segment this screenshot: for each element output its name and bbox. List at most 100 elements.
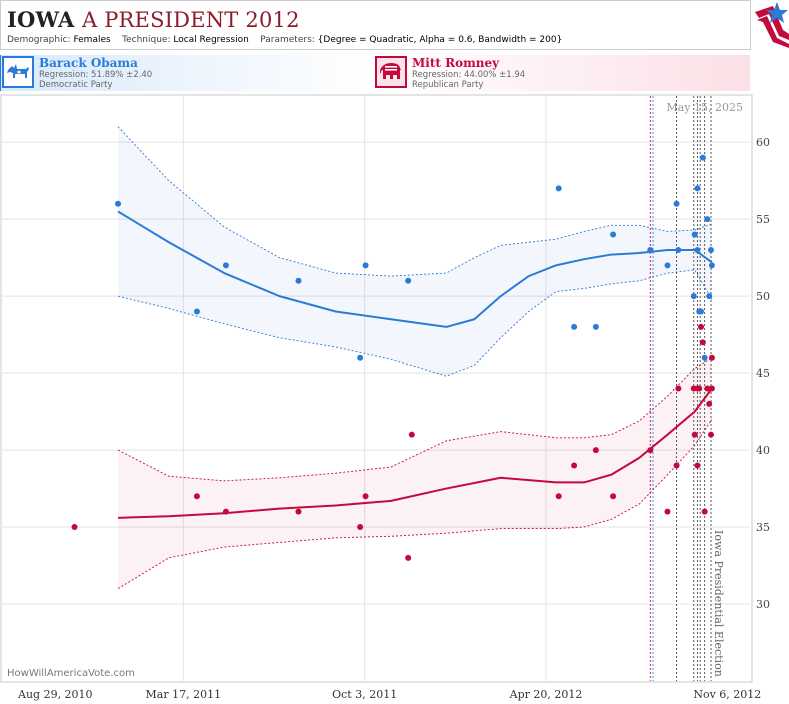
plot-frame: [0, 94, 753, 683]
data-point: [708, 431, 715, 438]
grid: [2, 96, 750, 681]
y-tick-label: 55: [756, 213, 770, 226]
data-point: [696, 385, 703, 392]
data-point: [193, 308, 200, 315]
data-point: [701, 508, 708, 515]
data-point: [708, 246, 715, 253]
data-point: [295, 277, 302, 284]
technique-value: Local Regression: [173, 35, 249, 45]
x-tick-label: Apr 20, 2012: [509, 688, 583, 701]
data-point: [704, 385, 711, 392]
data-point: [708, 385, 715, 392]
x-tick-label: Aug 29, 2010: [17, 688, 93, 701]
race-name: A PRESIDENT 2012: [81, 8, 300, 32]
data-point: [673, 462, 680, 469]
page-title: IOWA A PRESIDENT 2012: [7, 7, 300, 32]
data-point: [362, 262, 369, 269]
data-point: [708, 262, 715, 269]
data-point: [222, 508, 229, 515]
donkey-icon: [2, 56, 34, 88]
candidate-dem: Barack Obama Regression: 51.89% ±2.40 De…: [0, 55, 372, 91]
data-point: [698, 323, 705, 330]
data-point: [708, 354, 715, 361]
parameters-value: {Degree = Quadratic, Alpha = 0.6, Bandwi…: [317, 35, 563, 45]
site-logo: [755, 2, 789, 48]
data-point: [694, 185, 701, 192]
data-point: [698, 308, 705, 315]
y-axis-labels: 30 35 40 45 50 55 60: [756, 136, 770, 611]
band-lower-line: [117, 419, 713, 590]
data-point: [706, 293, 713, 300]
data-point: [701, 354, 708, 361]
candidate-name-dem: Barack Obama: [39, 56, 138, 70]
data-point: [706, 400, 713, 407]
data-point: [675, 385, 682, 392]
data-point: [405, 277, 412, 284]
y-tick-label: 35: [756, 521, 770, 534]
band-lower-line: [117, 269, 713, 377]
technique-label: Technique:: [122, 35, 171, 45]
party-rep: Republican Party: [412, 80, 484, 90]
y-tick-label: 40: [756, 444, 770, 457]
data-point: [647, 246, 654, 253]
elephant-icon: [375, 56, 407, 88]
data-point: [357, 354, 364, 361]
regression-rep: Regression: 44.00% ±1.94: [412, 70, 526, 80]
data-point: [405, 554, 412, 561]
data-point: [647, 447, 654, 454]
data-point: [673, 200, 680, 207]
y-tick-label: 60: [756, 136, 770, 149]
data-point: [357, 524, 364, 531]
data-point: [295, 508, 302, 515]
x-tick-label: Mar 17, 2011: [146, 688, 222, 701]
data-point: [699, 339, 706, 346]
data-point: [694, 462, 701, 469]
trend-line: [118, 387, 713, 519]
demographic-value: Females: [73, 35, 111, 45]
y-tick-label: 50: [756, 290, 770, 303]
band-upper-line: [117, 357, 713, 482]
data-point: [691, 431, 698, 438]
election-label: Iowa Presidential Election: [712, 530, 725, 677]
y-tick-label: 30: [756, 598, 770, 611]
regression-dem: Regression: 51.89% ±2.40: [39, 70, 153, 80]
candidate-name-rep: Mitt Romney: [412, 56, 500, 70]
data-point: [115, 200, 122, 207]
x-tick-label: Oct 3, 2011: [332, 688, 397, 701]
data-points: [71, 154, 715, 561]
data-point: [555, 493, 562, 500]
data-point: [699, 154, 706, 161]
data-point: [592, 447, 599, 454]
x-axis-labels: Aug 29, 2010 Mar 17, 2011 Oct 3, 2011 Apr 2…: [17, 688, 761, 701]
party-dem: Democratic Party: [39, 80, 113, 90]
data-point: [664, 508, 671, 515]
parameters-line: Demographic: Females Technique: Local Re…: [7, 35, 562, 45]
data-point: [571, 323, 578, 330]
data-point: [675, 246, 682, 253]
band-upper-line: [117, 126, 713, 277]
data-point: [571, 462, 578, 469]
data-point: [592, 323, 599, 330]
parameters-label: Parameters:: [260, 35, 315, 45]
data-point: [222, 262, 229, 269]
y-tick-label: 45: [756, 367, 770, 380]
data-point: [193, 493, 200, 500]
current-date-label: May 15, 2025: [666, 101, 743, 114]
data-point: [690, 293, 697, 300]
x-tick-label: Nov 6, 2012: [693, 688, 761, 701]
data-point: [610, 493, 617, 500]
data-point: [704, 216, 711, 223]
candidate-rep: Mitt Romney Regression: 44.00% ±1.94 Rep…: [374, 55, 750, 91]
data-point: [71, 524, 78, 531]
site-watermark: HowWillAmericaVote.com: [7, 668, 135, 679]
confidence-band: [118, 357, 712, 589]
data-point: [694, 246, 701, 253]
data-point: [691, 231, 698, 238]
data-point: [610, 231, 617, 238]
confidence-band: [118, 126, 712, 377]
confidence-bands: [117, 126, 713, 590]
state-name: IOWA: [7, 7, 75, 32]
data-point: [664, 262, 671, 269]
demographic-label: Demographic:: [7, 35, 71, 45]
